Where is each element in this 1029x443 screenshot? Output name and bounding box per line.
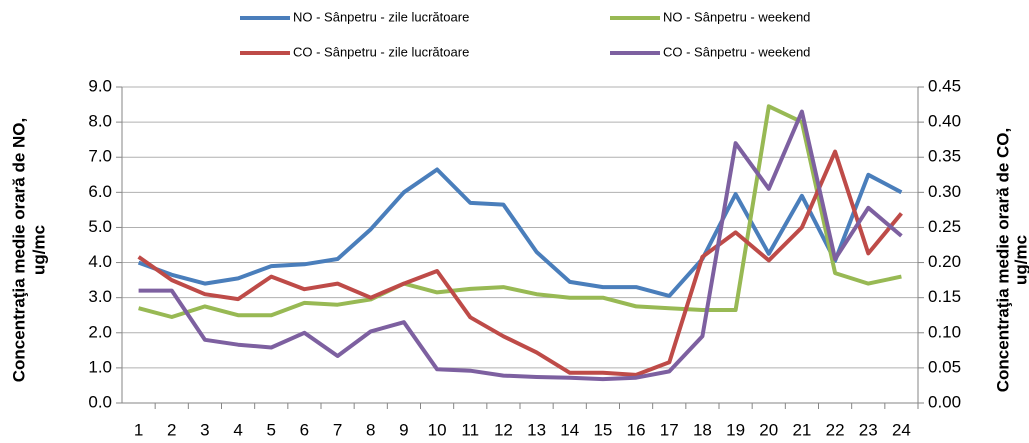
y2-axis-title: ug/mc [1011, 235, 1029, 285]
x-tick-label: 23 [859, 420, 878, 439]
y2-axis-title: Concentraţia medie orară de CO, [993, 128, 1012, 393]
x-tick-label: 5 [267, 420, 276, 439]
y-tick-label: 2.0 [88, 322, 112, 341]
legend-label: NO - Sânpetru - zile lucrătoare [293, 9, 469, 24]
x-tick-label: 1 [134, 420, 143, 439]
y-tick-label: 0.0 [88, 392, 112, 411]
x-tick-label: 22 [826, 420, 845, 439]
y2-tick-label: 0.20 [928, 252, 961, 271]
x-tick-label: 15 [593, 420, 612, 439]
series-line [137, 149, 903, 377]
x-tick-label: 13 [527, 420, 546, 439]
x-tick-label: 8 [366, 420, 375, 439]
y-tick-label: 5.0 [88, 217, 112, 236]
y-tick-label: 1.0 [88, 357, 112, 376]
x-tick-label: 2 [167, 420, 176, 439]
legend-label: NO - Sânpetru - weekend [663, 9, 810, 24]
y2-tick-label: 0.25 [928, 217, 961, 236]
x-tick-label: 4 [233, 420, 242, 439]
y-axis-title: ug/mc [29, 225, 48, 275]
x-tick-label: 9 [399, 420, 408, 439]
x-tick-label: 10 [428, 420, 447, 439]
y-tick-label: 6.0 [88, 182, 112, 201]
y2-tick-label: 0.00 [928, 392, 961, 411]
y-tick-label: 8.0 [88, 112, 112, 131]
y2-tick-label: 0.45 [928, 76, 961, 95]
x-tick-label: 19 [726, 420, 745, 439]
y2-tick-label: 0.05 [928, 357, 961, 376]
y2-tick-label: 0.10 [928, 322, 961, 341]
y2-tick-label: 0.30 [928, 182, 961, 201]
y2-tick-label: 0.35 [928, 147, 961, 166]
y2-tick-label: 0.40 [928, 112, 961, 131]
legend-label: CO - Sânpetru - weekend [663, 44, 810, 59]
x-tick-label: 16 [627, 420, 646, 439]
x-tick-label: 12 [494, 420, 513, 439]
series-line [138, 109, 903, 382]
y-axis-title: Concentraţia medie orară de NO, [9, 118, 28, 383]
x-tick-label: 18 [693, 420, 712, 439]
y-tick-label: 3.0 [88, 287, 112, 306]
legend-label: CO - Sânpetru - zile lucrătoare [293, 44, 469, 59]
y-tick-label: 7.0 [88, 147, 112, 166]
x-tick-label: 11 [461, 420, 479, 439]
x-tick-label: 24 [892, 420, 911, 439]
y-tick-label: 4.0 [88, 252, 112, 271]
x-tick-label: 21 [792, 420, 811, 439]
series-line [137, 167, 903, 298]
x-tick-label: 17 [660, 420, 679, 439]
y2-tick-label: 0.15 [928, 287, 961, 306]
x-tick-label: 14 [560, 420, 579, 439]
x-tick-label: 7 [333, 420, 342, 439]
x-tick-label: 6 [300, 420, 309, 439]
series-line [138, 104, 902, 319]
y-tick-label: 9.0 [88, 76, 112, 95]
x-tick-label: 20 [759, 420, 778, 439]
x-tick-label: 3 [200, 420, 209, 439]
